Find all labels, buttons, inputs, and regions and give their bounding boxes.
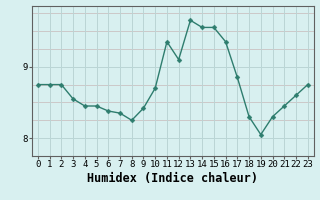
X-axis label: Humidex (Indice chaleur): Humidex (Indice chaleur) (87, 172, 258, 185)
